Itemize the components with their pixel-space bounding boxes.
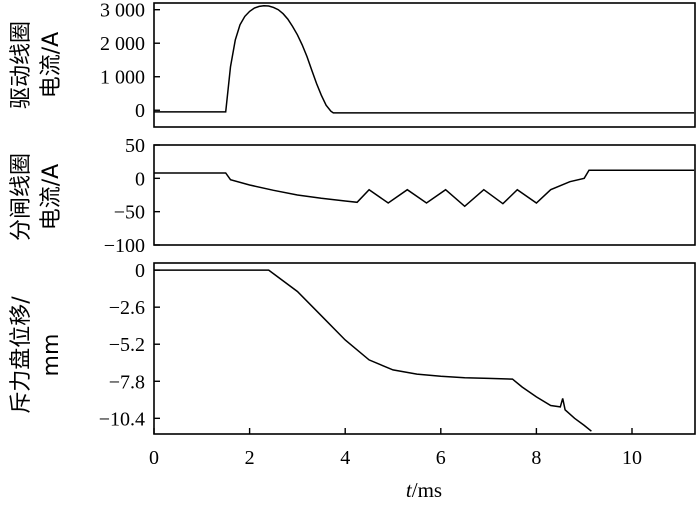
plot-frame-2 <box>153 144 696 246</box>
y-ticks-2: 50 0 −50 −100 <box>104 135 160 257</box>
plot-frame-1 <box>153 2 696 128</box>
y-tick-label: 3 000 <box>100 0 145 22</box>
y-tick-label: −5.2 <box>109 334 145 356</box>
y-axis-label-3-line1: 斥力盘位移/ <box>9 296 34 414</box>
x-axis-label: t/ms <box>406 478 442 502</box>
x-tick-label: 0 <box>149 447 159 469</box>
x-axis-label-unit: /ms <box>412 478 442 502</box>
y-tick-label: 50 <box>125 135 145 157</box>
y-axis-label-1-line2: 电流/A <box>39 32 64 98</box>
y-tick-label: 0 <box>135 168 145 190</box>
y-ticks-1: 3 000 2 000 1 000 0 <box>100 0 160 122</box>
panel-repulsion-disk-displacement: 0 −2.6 −5.2 −7.8 −10.4 0 2 4 6 8 10 斥力盘位移/ mm t/m… <box>9 260 696 502</box>
x-tick-label: 6 <box>436 447 446 469</box>
x-tick-label: 10 <box>622 447 642 469</box>
panel-opening-coil-current: 50 0 −50 −100 分闸线圈 电流/A <box>9 135 696 257</box>
y-tick-label: 2 000 <box>100 33 145 55</box>
y-ticks-3: 0 −2.6 −5.2 −7.8 −10.4 <box>99 260 160 430</box>
y-tick-label: 0 <box>135 260 145 282</box>
y-tick-label: −100 <box>104 235 145 257</box>
y-axis-label-2-line1: 分闸线圈 <box>9 153 34 241</box>
y-axis-label-3-line2: mm <box>39 334 64 377</box>
y-tick-label: −2.6 <box>109 297 145 319</box>
x-tick-label: 8 <box>531 447 541 469</box>
series-line-displacement <box>154 269 592 432</box>
y-axis-label-1-line1: 驱动线圈 <box>9 21 34 109</box>
y-axis-label-2-line2: 电流/A <box>39 164 64 230</box>
x-ticks: 0 2 4 6 8 10 <box>149 428 642 469</box>
panel-drive-coil-current: 3 000 2 000 1 000 0 驱动线圈 电流/A <box>9 0 696 128</box>
y-tick-label: −50 <box>114 202 145 224</box>
y-tick-label: 0 <box>135 100 145 122</box>
y-tick-label: 1 000 <box>100 67 145 89</box>
y-tick-label: −10.4 <box>99 408 145 430</box>
series-line-drive-current <box>154 4 695 114</box>
x-tick-label: 2 <box>245 447 255 469</box>
x-tick-label: 4 <box>340 447 350 469</box>
series-line-opening-current <box>154 169 695 208</box>
plot-frame-3 <box>153 262 696 435</box>
y-tick-label: −7.8 <box>109 371 145 393</box>
x-axis-label-var: t <box>406 478 413 502</box>
